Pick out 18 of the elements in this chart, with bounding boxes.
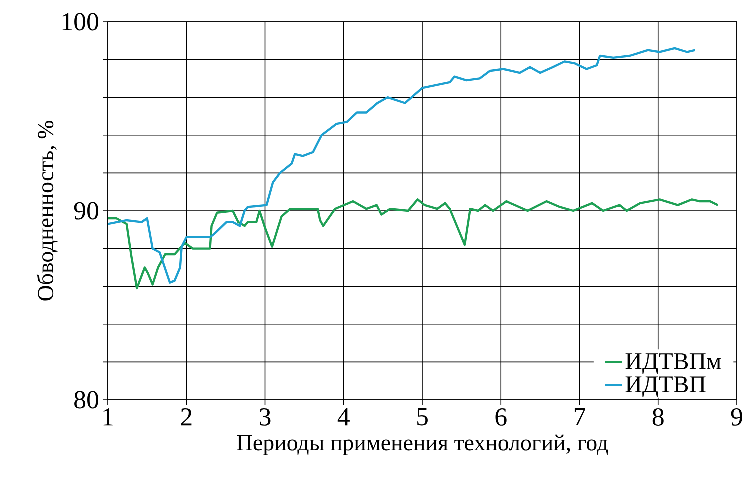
y-axis-title: Обводненность, % (36, 121, 58, 301)
y-tick-label: 80 (74, 391, 98, 409)
x-tick-label: 3 (260, 408, 271, 426)
x-tick-label: 1 (104, 408, 113, 426)
x-tick-label: 7 (574, 408, 586, 426)
legend-label: ИДТВП (626, 376, 706, 398)
x-tick-label: 5 (418, 408, 428, 426)
y-tick-label: 90 (74, 202, 98, 220)
y-tick-label: 100 (62, 13, 98, 31)
line-series (108, 198, 720, 290)
x-axis-title: Периоды применения технологий, год (237, 434, 608, 456)
line-series (108, 47, 696, 284)
x-tick-label: 8 (652, 408, 664, 426)
x-tick-label: 6 (496, 408, 507, 426)
legend-label: ИДТВПм (626, 354, 722, 374)
x-tick-label: 9 (731, 408, 742, 426)
x-tick-label: 2 (181, 408, 192, 426)
x-tick-label: 4 (338, 408, 350, 426)
